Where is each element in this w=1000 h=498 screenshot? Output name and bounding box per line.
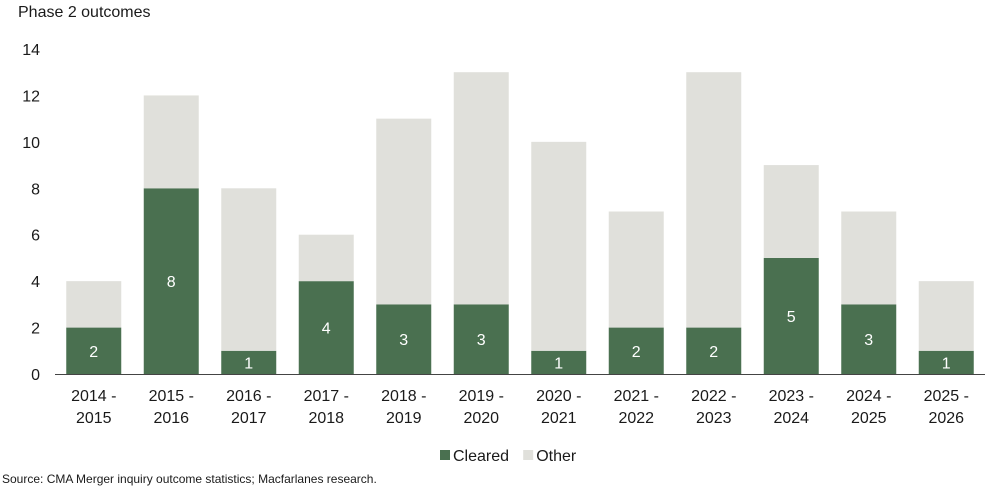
- y-tick-label: 14: [22, 42, 40, 59]
- x-tick-label: 2018 -: [381, 388, 426, 405]
- bar-value-label: 3: [864, 332, 873, 349]
- bar-cleared: [453, 304, 509, 374]
- bar-value-label: 1: [244, 355, 253, 372]
- bar-other: [143, 95, 199, 189]
- legend-swatch-other: [523, 450, 534, 460]
- bar-value-label: 3: [399, 332, 408, 349]
- bar-cleared: [918, 350, 974, 374]
- bar-other: [531, 141, 587, 351]
- x-tick-label: 2020: [463, 410, 499, 427]
- x-tick-label: 2017 -: [304, 388, 349, 405]
- legend-label-cleared: Cleared: [453, 448, 509, 465]
- x-tick-label: 2021 -: [614, 388, 659, 405]
- legend-label-other: Other: [536, 448, 577, 465]
- bar-cleared: [221, 350, 277, 374]
- x-tick-label: 2015: [76, 410, 112, 427]
- y-tick-label: 8: [31, 181, 40, 198]
- y-tick-label: 12: [22, 88, 40, 105]
- bar-value-label: 3: [477, 332, 486, 349]
- x-tick-label: 2024: [773, 410, 809, 427]
- y-tick-label: 10: [22, 135, 40, 152]
- bar-other: [918, 281, 974, 351]
- x-tick-label: 2023 -: [769, 388, 814, 405]
- x-axis: 2014 - 2015 2015 - 2016 2016 - 2017 2017 - 2018…: [71, 388, 969, 427]
- bar-cleared: [763, 257, 819, 374]
- x-tick-label: 2018: [308, 410, 344, 427]
- x-tick-label: 2019: [386, 410, 422, 427]
- x-tick-label: 2016: [153, 410, 189, 427]
- legend-swatch-cleared: [440, 450, 450, 460]
- bar-cleared: [298, 281, 354, 374]
- bar-value-label: 5: [787, 309, 796, 326]
- x-tick-label: 2017: [231, 410, 267, 427]
- bar-other: [453, 72, 509, 305]
- bar-other: [608, 211, 664, 328]
- bar-other: [763, 165, 819, 258]
- x-tick-label: 2023: [696, 410, 732, 427]
- x-tick-label: 2020 -: [536, 388, 581, 405]
- x-tick-label: 2022: [618, 410, 654, 427]
- x-tick-label: 2026: [928, 410, 964, 427]
- x-tick-label: 2015 -: [149, 388, 194, 405]
- bar-value-label: 4: [322, 321, 331, 338]
- x-tick-label: 2024 -: [846, 388, 891, 405]
- x-tick-label: 2016 -: [226, 388, 271, 405]
- bar-other: [66, 281, 122, 328]
- source-note: Source: CMA Merger inquiry outcome stati…: [2, 472, 377, 486]
- bar-other: [841, 211, 897, 305]
- bar-cleared: [376, 304, 432, 374]
- legend: Cleared Other: [440, 448, 577, 465]
- bar-cleared: [686, 327, 742, 374]
- bar-cleared: [66, 327, 122, 374]
- y-tick-label: 6: [31, 228, 40, 245]
- bar-other: [221, 188, 277, 351]
- x-tick-label: 2019 -: [459, 388, 504, 405]
- bar-value-label: 2: [89, 344, 98, 361]
- bar-cleared: [143, 188, 199, 374]
- y-tick-label: 4: [31, 274, 40, 291]
- bar-cleared: [608, 327, 664, 374]
- x-tick-label: 2021: [541, 410, 577, 427]
- x-tick-label: 2014 -: [71, 388, 116, 405]
- bar-value-label: 1: [554, 355, 563, 372]
- bar-value-label: 1: [942, 355, 951, 372]
- y-axis: 0 2 4 6 8 10 12 14: [22, 42, 40, 384]
- bar-value-label: 8: [167, 274, 176, 291]
- bar-other: [298, 234, 354, 282]
- bar-value-label: 2: [632, 344, 641, 361]
- x-tick-label: 2025: [851, 410, 887, 427]
- bar-value-label: 2: [709, 344, 718, 361]
- y-tick-label: 0: [31, 367, 40, 384]
- y-tick-label: 2: [31, 321, 40, 338]
- bars: [66, 72, 974, 374]
- bar-other: [686, 72, 742, 328]
- y-axis-title: Phase 2 outcomes: [18, 4, 151, 21]
- bar-other: [376, 118, 432, 305]
- bar-cleared: [531, 350, 587, 374]
- x-tick-label: 2025 -: [924, 388, 969, 405]
- bar-cleared: [841, 304, 897, 374]
- x-tick-label: 2022 -: [691, 388, 736, 405]
